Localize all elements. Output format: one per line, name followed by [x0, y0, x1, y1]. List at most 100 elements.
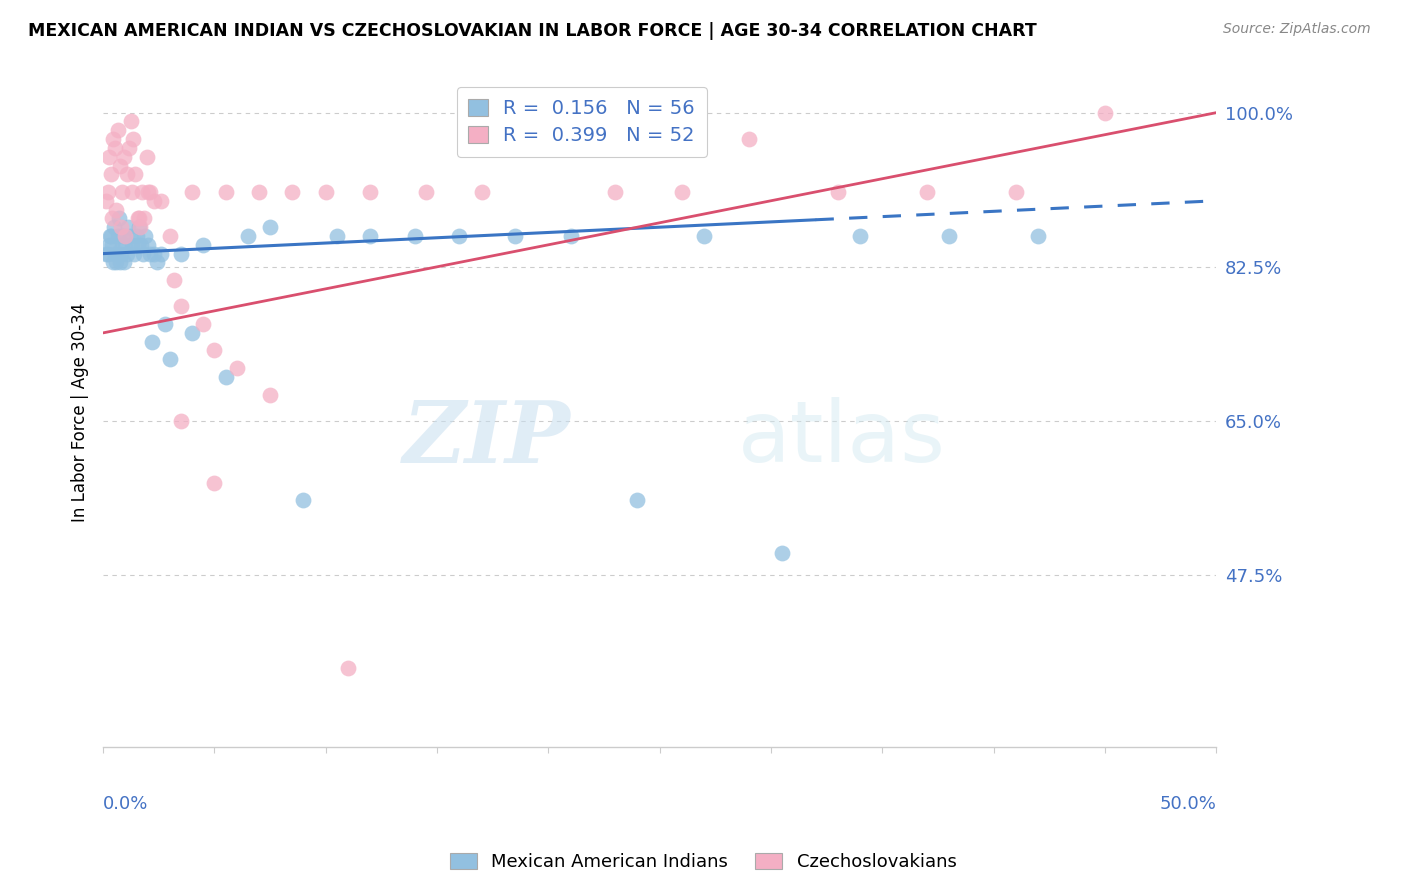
Point: [105, 202, 128, 217]
Point: [101, 255, 124, 269]
Point: [247, 185, 270, 199]
Point: [181, 326, 204, 340]
Point: [112, 150, 135, 164]
Point: [107, 211, 129, 226]
Point: [163, 273, 186, 287]
Point: [404, 229, 426, 244]
Point: [104, 246, 127, 260]
Point: [150, 246, 173, 260]
Point: [214, 370, 236, 384]
Text: 50.0%: 50.0%: [1160, 796, 1216, 814]
Point: [170, 246, 193, 260]
Text: Source: ZipAtlas.com: Source: ZipAtlas.com: [1223, 22, 1371, 37]
Point: [337, 660, 360, 674]
Point: [114, 237, 136, 252]
Point: [193, 317, 215, 331]
Point: [259, 387, 281, 401]
Point: [128, 220, 150, 235]
Point: [693, 229, 716, 244]
Point: [225, 361, 247, 376]
Point: [97, 246, 120, 260]
Point: [108, 255, 131, 269]
Point: [537, 132, 560, 146]
Point: [259, 220, 281, 235]
Point: [193, 237, 215, 252]
Point: [103, 220, 125, 235]
Point: [503, 229, 526, 244]
Point: [145, 255, 167, 269]
Point: [112, 229, 135, 244]
Point: [128, 211, 150, 226]
Point: [827, 185, 849, 199]
Point: [1026, 229, 1049, 244]
Point: [415, 185, 437, 199]
Point: [738, 132, 761, 146]
Point: [110, 220, 132, 235]
Point: [626, 493, 648, 508]
Point: [1094, 105, 1116, 120]
Point: [938, 229, 960, 244]
Point: [770, 546, 793, 560]
Point: [120, 114, 142, 128]
Point: [101, 237, 124, 252]
Point: [1005, 185, 1028, 199]
Point: [139, 185, 162, 199]
Point: [204, 475, 226, 490]
Point: [136, 237, 159, 252]
Point: [114, 229, 136, 244]
Point: [292, 493, 315, 508]
Point: [141, 334, 163, 349]
Point: [150, 194, 173, 208]
Point: [100, 167, 122, 181]
Point: [671, 185, 693, 199]
Point: [132, 246, 155, 260]
Point: [128, 220, 150, 235]
Point: [135, 150, 157, 164]
Point: [315, 185, 337, 199]
Point: [281, 185, 304, 199]
Point: [127, 237, 149, 252]
Point: [121, 237, 143, 252]
Point: [100, 229, 122, 244]
Point: [107, 123, 129, 137]
Point: [143, 194, 166, 208]
Point: [214, 185, 236, 199]
Point: [101, 211, 124, 226]
Point: [105, 255, 128, 269]
Text: atlas: atlas: [738, 398, 946, 481]
Point: [97, 150, 120, 164]
Point: [111, 185, 134, 199]
Point: [118, 141, 141, 155]
Point: [181, 185, 204, 199]
Point: [96, 246, 118, 260]
Point: [170, 414, 193, 428]
Point: [139, 246, 162, 260]
Point: [159, 352, 181, 367]
Point: [96, 194, 118, 208]
Point: [97, 237, 120, 252]
Point: [107, 229, 129, 244]
Point: [104, 141, 127, 155]
Point: [97, 185, 120, 199]
Point: [118, 229, 141, 244]
Point: [124, 167, 146, 181]
Point: [449, 229, 471, 244]
Point: [127, 211, 149, 226]
Point: [359, 185, 381, 199]
Point: [136, 185, 159, 199]
Text: ZIP: ZIP: [402, 397, 571, 481]
Point: [143, 246, 166, 260]
Point: [134, 229, 156, 244]
Point: [129, 237, 152, 252]
Point: [359, 229, 381, 244]
Point: [326, 229, 349, 244]
Point: [112, 255, 135, 269]
Point: [159, 229, 181, 244]
Point: [155, 317, 177, 331]
Point: [117, 220, 139, 235]
Point: [131, 185, 153, 199]
Point: [915, 185, 938, 199]
Point: [605, 185, 627, 199]
Point: [111, 237, 134, 252]
Point: [170, 300, 193, 314]
